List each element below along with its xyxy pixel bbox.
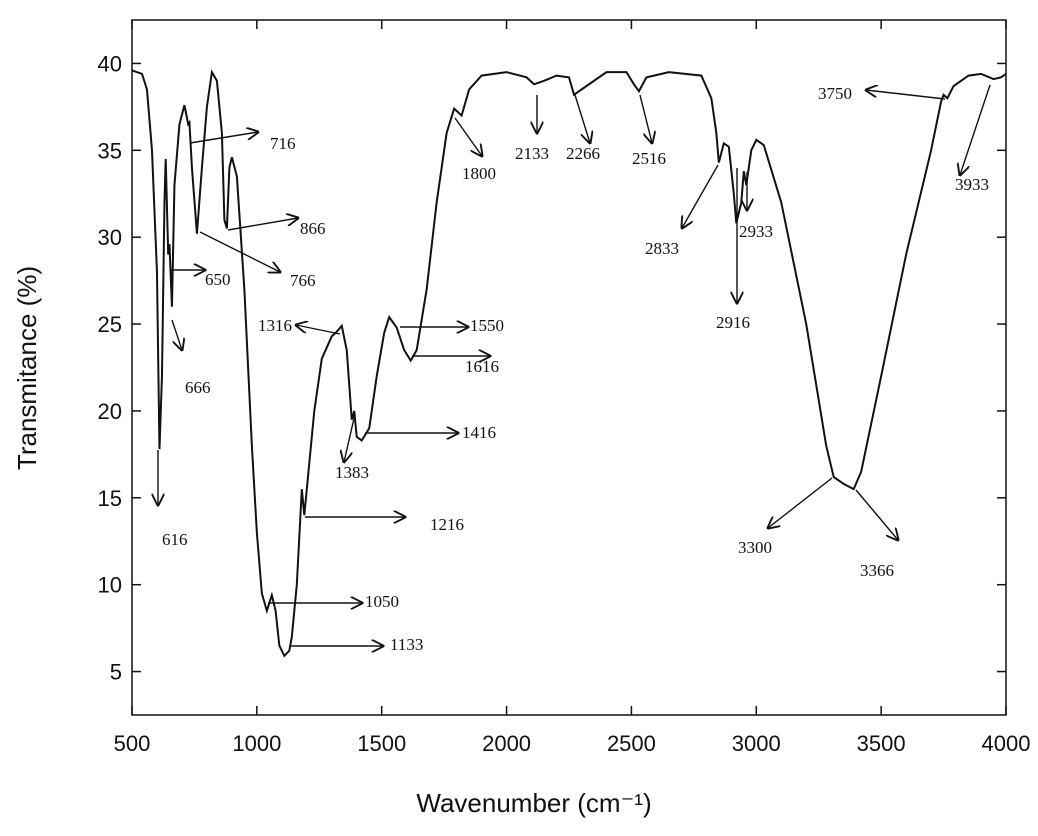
annotation: 3366 bbox=[860, 561, 894, 580]
annotation: 1216 bbox=[430, 515, 464, 534]
annotation-arrow bbox=[855, 489, 898, 540]
x-tick-label: 2500 bbox=[607, 731, 656, 756]
annotation: 3300 bbox=[738, 538, 772, 557]
annotation: 1133 bbox=[390, 635, 423, 654]
annotation: 3933 bbox=[955, 175, 989, 194]
annotation: 1800 bbox=[462, 164, 496, 183]
annotation: 2133 bbox=[515, 144, 549, 163]
y-tick-label: 15 bbox=[98, 486, 122, 511]
annotation: 666 bbox=[185, 378, 211, 397]
annotation-arrow bbox=[639, 94, 652, 143]
annotation: 766 bbox=[290, 271, 316, 290]
y-axis-label: Transmitance (%) bbox=[12, 266, 42, 470]
y-tick-label: 5 bbox=[110, 660, 122, 685]
annotation-arrow bbox=[227, 218, 298, 231]
x-tick-label: 2000 bbox=[482, 731, 531, 756]
y-tick-label: 30 bbox=[98, 225, 122, 250]
annotation: 1050 bbox=[365, 592, 399, 611]
annotation: 1550 bbox=[470, 316, 504, 335]
annotation-arrow bbox=[189, 132, 258, 144]
annotation: 1383 bbox=[335, 463, 369, 482]
annotation: 716 bbox=[270, 134, 296, 153]
x-tick-label: 4000 bbox=[982, 731, 1031, 756]
annotation-arrow bbox=[344, 413, 356, 462]
annotation-arrow bbox=[960, 84, 991, 175]
annotation-arrow bbox=[171, 319, 182, 350]
annotation-arrow bbox=[296, 325, 341, 335]
y-tick-label: 10 bbox=[98, 573, 122, 598]
annotation-arrow bbox=[199, 231, 280, 272]
annotation: 2516 bbox=[632, 149, 666, 168]
y-tick-label: 40 bbox=[98, 51, 122, 76]
x-tick-label: 1500 bbox=[357, 731, 406, 756]
x-tick-label: 500 bbox=[114, 731, 151, 756]
x-axis-label: Wavenumber (cm⁻¹) bbox=[416, 788, 651, 818]
spectrum-line bbox=[131, 69, 1007, 658]
plot-frame bbox=[131, 19, 1007, 716]
annotation: 650 bbox=[205, 270, 231, 289]
annotation-arrow bbox=[768, 477, 833, 528]
annotation-arrow bbox=[682, 164, 719, 228]
annotation: 1616 bbox=[465, 357, 499, 376]
annotation: 2266 bbox=[566, 144, 600, 163]
annotation: 2916 bbox=[716, 313, 750, 332]
annotation: 2833 bbox=[645, 239, 679, 258]
annotation: 866 bbox=[300, 219, 326, 238]
annotation: 1416 bbox=[462, 423, 496, 442]
annotation: 3750 bbox=[818, 84, 852, 103]
y-tick-label: 20 bbox=[98, 399, 122, 424]
annotation-arrow bbox=[866, 90, 946, 100]
y-tick-label: 25 bbox=[98, 312, 122, 337]
annotation: 2933 bbox=[739, 222, 773, 241]
annotation: 1316 bbox=[258, 316, 292, 335]
annotation-arrow bbox=[574, 94, 590, 143]
annotation: 616 bbox=[162, 530, 188, 549]
x-tick-label: 3000 bbox=[732, 731, 781, 756]
x-tick-label: 3500 bbox=[857, 731, 906, 756]
annotation-arrow bbox=[454, 117, 482, 156]
y-tick-label: 35 bbox=[98, 138, 122, 163]
x-tick-label: 1000 bbox=[232, 731, 281, 756]
